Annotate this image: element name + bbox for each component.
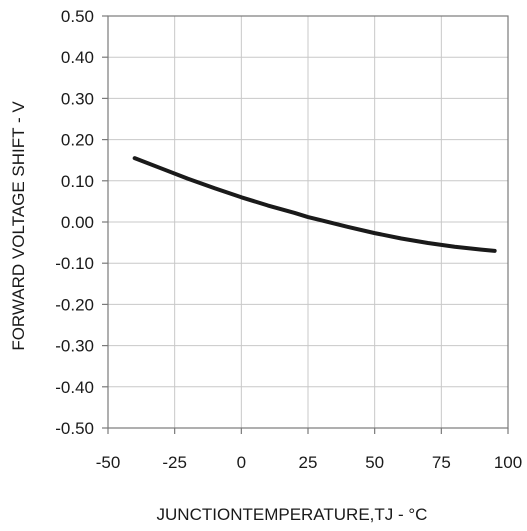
x-tick-label: -25: [162, 453, 187, 472]
y-tick-label: 0.10: [61, 172, 94, 191]
y-tick-label: -0.10: [55, 254, 94, 273]
tick-labels: -50 -25 0 25 50 75 100 0.50 0.40 0.30 0.20 0.10 0.00…: [55, 7, 522, 472]
x-tick-label: -50: [96, 453, 121, 472]
x-tick-label: 75: [432, 453, 451, 472]
x-tick-label: 25: [299, 453, 318, 472]
x-tick-label: 100: [494, 453, 522, 472]
axis-ticks: [102, 15, 509, 434]
x-tick-label: 50: [365, 453, 384, 472]
y-tick-label: 0.00: [61, 213, 94, 232]
y-tick-label: -0.20: [55, 295, 94, 314]
y-tick-label: -0.50: [55, 419, 94, 438]
y-axis-title: FORWARD VOLTAGE SHIFT - V: [9, 101, 28, 351]
y-tick-label: -0.30: [55, 337, 94, 356]
grid-lines: [108, 16, 508, 428]
series-layer: [132, 156, 497, 253]
series-line-forward-voltage-shift: [132, 156, 497, 253]
y-tick-label: 0.30: [61, 89, 94, 108]
x-tick-label: 0: [237, 453, 246, 472]
y-tick-label: 0.50: [61, 7, 94, 26]
y-tick-label: -0.40: [55, 378, 94, 397]
y-tick-label: 0.20: [61, 131, 94, 150]
y-tick-label: 0.40: [61, 48, 94, 67]
x-axis-title: JUNCTIONTEMPERATURE,TJ - °C: [157, 505, 428, 524]
